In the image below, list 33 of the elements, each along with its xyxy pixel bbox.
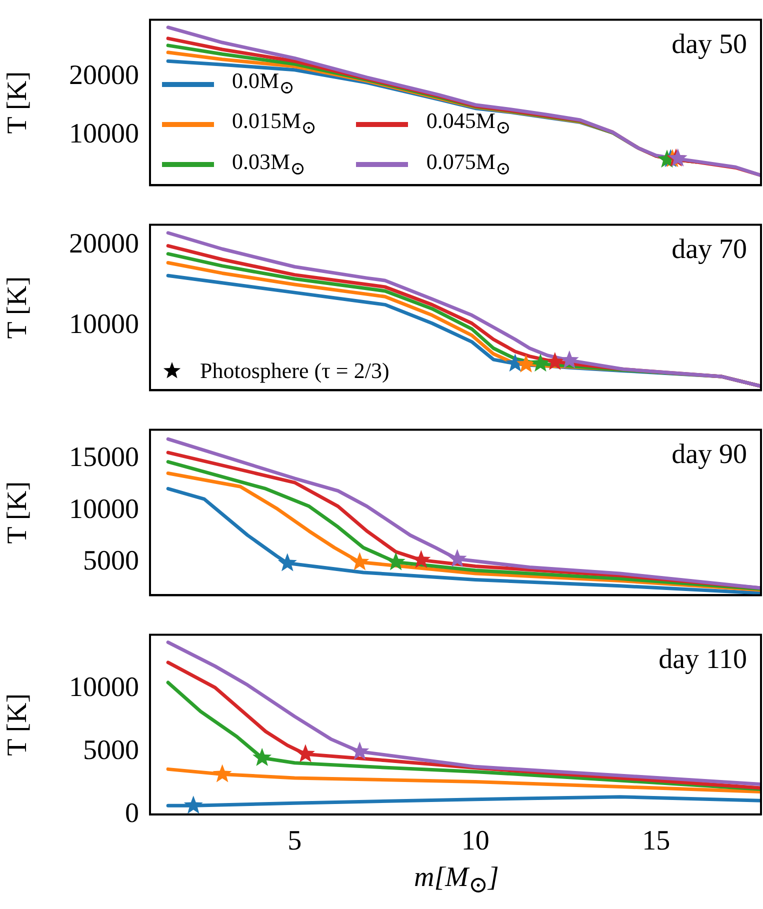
y-tick-label: 15000 (69, 442, 139, 474)
point (350, 742, 370, 760)
legend-label: 0.075M$_{⊙}$ (426, 148, 511, 180)
y-axis-title: T [K] (2, 481, 34, 544)
legend-label: 0.015M$_{⊙}$ (232, 107, 316, 140)
y-tick-label: 20000 (69, 228, 139, 260)
y-tick-label: 10000 (69, 494, 139, 525)
y-tick-label: 10000 (69, 118, 139, 150)
legend-label: 0.045M$_{⊙}$ (426, 107, 511, 140)
y-axis-title: T [K] (2, 276, 34, 339)
x-axis-title: m[M$_{⊙}$] (413, 862, 500, 900)
y-axis-title: T [K] (2, 71, 34, 134)
annotation: day 70 (672, 234, 747, 266)
point (296, 744, 315, 762)
y-tick-label: 10000 (69, 672, 139, 704)
point (252, 748, 272, 766)
y-tick-label: 0 (125, 798, 139, 829)
point (212, 764, 232, 782)
legend-label: 0.03M$_{⊙}$ (232, 148, 306, 180)
x-tick-label: 5 (288, 826, 302, 857)
text: Photosphere (τ = 2/3) (200, 357, 390, 385)
y-tick-label: 10000 (69, 309, 139, 340)
y-tick-label: 20000 (69, 60, 139, 92)
annotation: day 110 (658, 644, 747, 676)
x-tick-label: 15 (642, 826, 670, 857)
y-tick-label: 5000 (83, 545, 139, 576)
legend-label: 0.0M$_{⊙}$ (232, 66, 294, 100)
x-tick-label: 10 (461, 826, 490, 857)
point (184, 796, 203, 814)
y-axis-title: T [K] (2, 693, 34, 756)
y-tick-label: 5000 (83, 734, 139, 766)
annotation: day 50 (672, 29, 747, 60)
annotation: day 90 (672, 439, 747, 470)
